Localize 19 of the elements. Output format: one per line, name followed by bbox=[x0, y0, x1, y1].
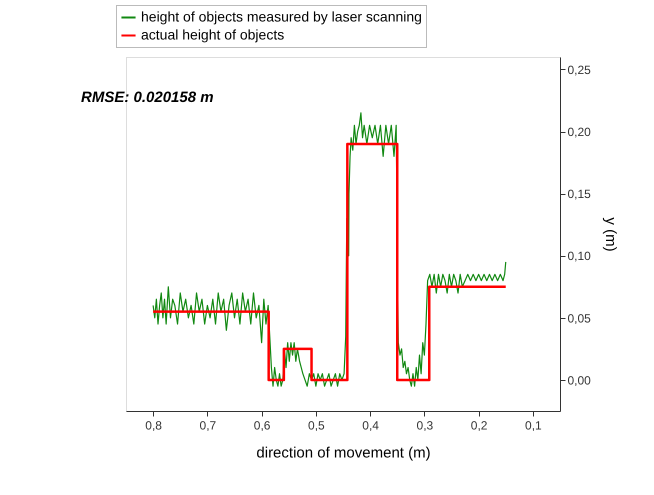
x-tick-label: 0,2 bbox=[470, 418, 488, 432]
y-axis-title: y (m) bbox=[602, 217, 619, 252]
y-tick-label: 0,20 bbox=[568, 125, 592, 140]
x-tick-label: 0,5 bbox=[308, 418, 326, 432]
y-tick-label: 0,15 bbox=[568, 187, 592, 202]
legend-label: actual height of objects bbox=[141, 26, 284, 42]
legend-label: height of objects measured by laser scanning bbox=[141, 8, 422, 24]
x-tick-label: 0,1 bbox=[525, 418, 542, 432]
x-tick-label: 0,4 bbox=[362, 418, 380, 432]
annotation: RMSE: 0.020158 m bbox=[81, 89, 214, 106]
y-tick-label: 0,10 bbox=[568, 249, 592, 264]
x-tick-label: 0,8 bbox=[145, 418, 162, 432]
x-tick-label: 0,6 bbox=[254, 418, 271, 432]
x-tick-label: 0,3 bbox=[416, 418, 434, 432]
y-tick-label: 0,25 bbox=[568, 62, 592, 77]
x-tick-label: 0,7 bbox=[200, 418, 217, 432]
y-tick-label: 0,05 bbox=[568, 311, 592, 326]
x-axis-title: direction of movement (m) bbox=[256, 444, 431, 462]
y-tick-label: 0,00 bbox=[568, 373, 592, 388]
